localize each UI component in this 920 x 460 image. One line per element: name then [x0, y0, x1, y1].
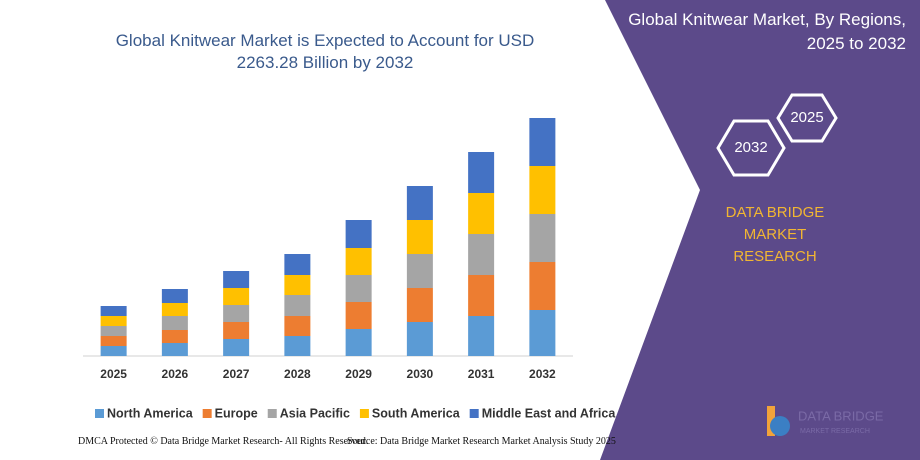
logo-shape [767, 406, 775, 436]
hexagon [776, 93, 838, 143]
legend-swatch [95, 409, 104, 418]
x-tick-label: 2032 [529, 367, 556, 381]
legend-label: Middle East and Africa [482, 406, 617, 420]
bar-segment [406, 220, 433, 254]
bar-segment [406, 288, 433, 322]
bar-segment [345, 248, 372, 275]
bar-segment [223, 271, 250, 288]
bar-segment [345, 302, 372, 329]
footer-right: Source: Data Bridge Market Research Mark… [347, 436, 616, 447]
bar-segment [468, 234, 495, 275]
bar-segment [100, 326, 127, 336]
bar-segment [345, 220, 372, 248]
x-tick-label: 2026 [162, 367, 189, 381]
legend-swatch [202, 409, 212, 418]
logo: DATA BRIDGE MARKET RESEARCH [767, 406, 884, 436]
bar-segment [468, 193, 495, 234]
bar-segment [161, 303, 188, 316]
bar-segment [100, 346, 127, 356]
legend-swatch [267, 409, 277, 418]
x-tick-label: 2025 [100, 367, 127, 381]
bar-segment [161, 289, 188, 303]
bar-segment [284, 275, 311, 295]
bar-segment [223, 288, 250, 305]
legend-label: South America [372, 406, 461, 420]
footer-left: DMCA Protected © Data Bridge Market Rese… [78, 436, 369, 447]
bar-segment [406, 322, 433, 356]
bar-segment [529, 166, 556, 214]
bar-segment [223, 305, 250, 322]
bar-segment [284, 295, 311, 316]
x-tick-label: 2028 [284, 367, 311, 381]
bar-segment [284, 254, 311, 275]
panel-title: Global Knitwear Market, By Regions, 2025… [628, 10, 906, 53]
legend-swatch [469, 409, 479, 418]
x-tick-label: 2029 [345, 367, 372, 381]
bar-segment [161, 343, 188, 356]
chart-title: Global Knitwear Market is Expected to Ac… [115, 31, 535, 72]
hexagon-label: 2025 [790, 109, 823, 126]
bar-segment [345, 329, 372, 356]
bar-segment [468, 152, 495, 193]
bar-segment [406, 186, 433, 220]
legend-label: North America [107, 406, 194, 420]
legend-label: Asia Pacific [280, 406, 350, 420]
x-tick-label: 2027 [223, 367, 250, 381]
bar-segment [100, 316, 127, 326]
hexagon-label: 2032 [734, 139, 767, 156]
brand: DATA BRIDGE MARKET RESEARCH [725, 204, 825, 265]
bar-segment [284, 336, 311, 356]
logo-text: MARKET RESEARCH [800, 428, 870, 435]
bar-segment [223, 322, 250, 339]
bar-segment [468, 275, 495, 316]
logo-shape [770, 416, 790, 436]
side-panel [600, 0, 920, 460]
bar-segment [529, 118, 556, 166]
bar-segment [345, 275, 372, 302]
bar-segment [223, 339, 250, 356]
bar-segment [100, 306, 127, 316]
x-tick-label: 2031 [468, 367, 495, 381]
bar-segment [161, 316, 188, 330]
logo-text: DATA BRIDGE [798, 408, 884, 423]
bar-segment [100, 336, 127, 346]
bar-segment [161, 330, 188, 343]
hexagon [716, 119, 786, 177]
legend-label: Europe [215, 406, 258, 420]
legend-swatch [359, 409, 369, 418]
bar-segment [529, 262, 556, 310]
bar-segment [468, 316, 495, 356]
bar-segment [529, 214, 556, 262]
bar-segment [284, 316, 311, 336]
bar-segment [529, 310, 556, 356]
x-tick-label: 2030 [407, 367, 434, 381]
bar-segment [406, 254, 433, 288]
